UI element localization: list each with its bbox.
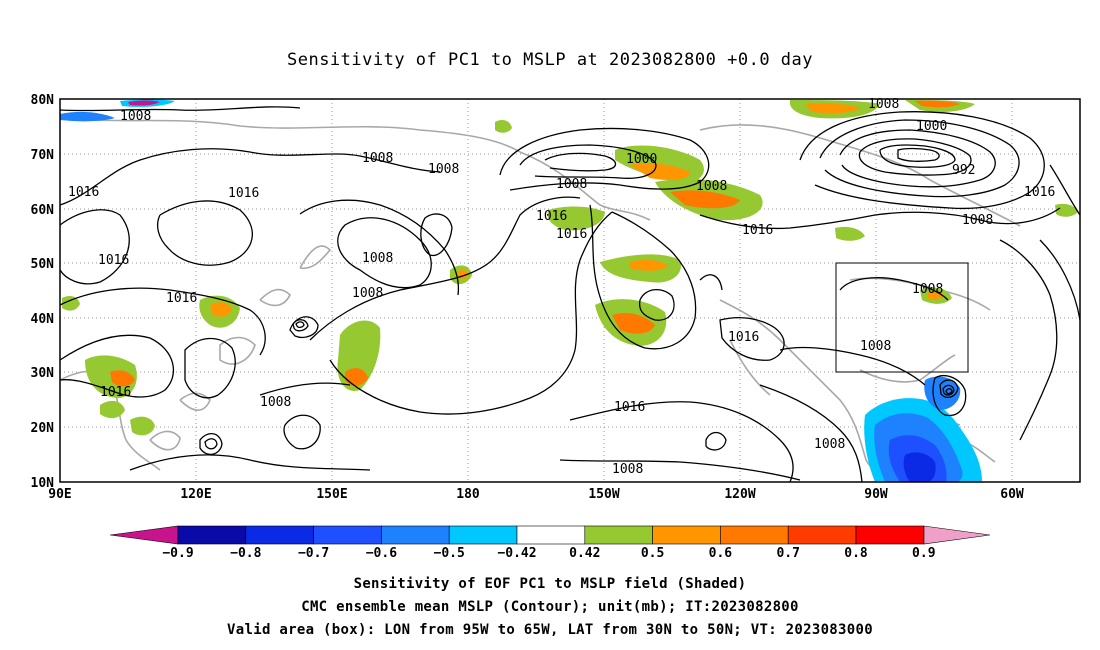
contour-label: 1016 xyxy=(166,291,197,306)
longitude-labels: 90E 120E 150E 180 150W 120W 90W 60W xyxy=(48,487,1024,502)
colorbar-labels: −0.9 −0.8 −0.7 −0.6 −0.5 −0.42 0.42 0.5 … xyxy=(162,546,935,561)
colorbar-label: 0.42 xyxy=(569,546,600,561)
contour-label: 1008 xyxy=(860,339,891,354)
colorbar-label: −0.5 xyxy=(434,546,465,561)
lon-label-120e: 120E xyxy=(180,487,211,502)
colorbar-label: −0.8 xyxy=(230,546,261,561)
lat-label-40n: 40N xyxy=(31,312,55,327)
lon-label-120w: 120W xyxy=(724,487,755,502)
contour-label: 1008 xyxy=(814,437,845,452)
contour-label: 1016 xyxy=(98,253,129,268)
lat-label-50n: 50N xyxy=(31,257,55,272)
lon-label-150w: 150W xyxy=(588,487,619,502)
contour-label: 1016 xyxy=(536,209,567,224)
figure-title: Sensitivity of PC1 to MSLP at 2023082800… xyxy=(286,50,813,70)
lon-label-90e: 90E xyxy=(48,487,71,502)
colorbar-segment xyxy=(313,525,382,545)
lat-label-10n: 10N xyxy=(31,476,55,491)
colorbar-segment xyxy=(448,525,518,545)
colorbar-label: 0.7 xyxy=(776,546,799,561)
colorbar xyxy=(109,525,991,545)
colorbar-segment xyxy=(177,525,247,545)
lat-label-80n: 80N xyxy=(31,93,55,108)
caption-line-1: Sensitivity of EOF PC1 to MSLP field (Sh… xyxy=(353,576,747,592)
lon-label-90w: 90W xyxy=(864,487,888,502)
colorbar-segment xyxy=(855,525,925,545)
colorbar-segment xyxy=(516,525,586,545)
contour-label: 1008 xyxy=(352,286,383,301)
negative-sensitivity-shading xyxy=(60,99,982,482)
contour-label: 1016 xyxy=(100,385,131,400)
colorbar-label: 0.6 xyxy=(709,546,733,561)
valid-area-box xyxy=(835,262,969,373)
contour-label: 1008 xyxy=(260,395,291,410)
contour-label: 1008 xyxy=(428,162,459,177)
contour-label: 992 xyxy=(952,163,975,178)
contour-label: 1008 xyxy=(362,251,393,266)
positive-sensitivity-shading xyxy=(62,100,1078,436)
lat-label-60n: 60N xyxy=(31,203,55,218)
contour-label: 1000 xyxy=(626,152,657,167)
contour-label: 1008 xyxy=(556,177,587,192)
contour-label: 1016 xyxy=(1024,185,1055,200)
mslp-contours xyxy=(59,106,1081,483)
contour-label: 1008 xyxy=(868,97,899,112)
colorbar-label: −0.9 xyxy=(162,546,193,561)
contour-labels: 1008 1008 1008 1000 1008 1008 1000 992 1… xyxy=(68,97,1055,477)
colorbar-segment xyxy=(245,525,314,545)
colorbar-left-end xyxy=(109,525,179,545)
colorbar-segment xyxy=(787,525,857,545)
lon-label-180: 180 xyxy=(456,487,480,502)
coastlines xyxy=(59,117,1021,483)
colorbar-label: −0.7 xyxy=(298,546,329,561)
caption-line-3: Valid area (box): LON from 95W to 65W, L… xyxy=(227,622,873,638)
contour-label: 1016 xyxy=(728,330,759,345)
contour-label: 1008 xyxy=(362,151,393,166)
colorbar-segment xyxy=(381,525,450,545)
contour-label: 1016 xyxy=(556,227,587,242)
contour-label: 1016 xyxy=(742,223,773,238)
contour-label: 1016 xyxy=(68,185,99,200)
contour-label: 1008 xyxy=(912,282,943,297)
lat-label-20n: 20N xyxy=(31,421,55,436)
contour-label: 1000 xyxy=(916,119,947,134)
lat-label-70n: 70N xyxy=(31,148,55,163)
colorbar-segment xyxy=(584,525,653,545)
contour-label: 1008 xyxy=(120,109,151,124)
lon-label-60w: 60W xyxy=(1000,487,1024,502)
contour-label: 1016 xyxy=(228,186,259,201)
colorbar-label: 0.5 xyxy=(641,546,664,561)
contour-label: 1016 xyxy=(614,400,645,415)
lat-label-30n: 30N xyxy=(31,366,55,381)
contour-label: 1008 xyxy=(962,213,993,228)
colorbar-label: 0.8 xyxy=(844,546,868,561)
lon-label-150e: 150E xyxy=(316,487,347,502)
contour-label: 1008 xyxy=(696,179,727,194)
colorbar-right-end xyxy=(923,525,991,545)
contour-label: 1008 xyxy=(612,462,643,477)
caption-line-2: CMC ensemble mean MSLP (Contour); unit(m… xyxy=(301,599,799,615)
colorbar-segment xyxy=(652,525,721,545)
latitude-labels: 80N 70N 60N 50N 40N 30N 20N 10N xyxy=(31,93,55,491)
colorbar-label: −0.42 xyxy=(497,546,536,561)
colorbar-label: 0.9 xyxy=(912,546,935,561)
colorbar-segment xyxy=(720,525,789,545)
map-frame xyxy=(59,98,1081,483)
colorbar-label: −0.6 xyxy=(366,546,397,561)
